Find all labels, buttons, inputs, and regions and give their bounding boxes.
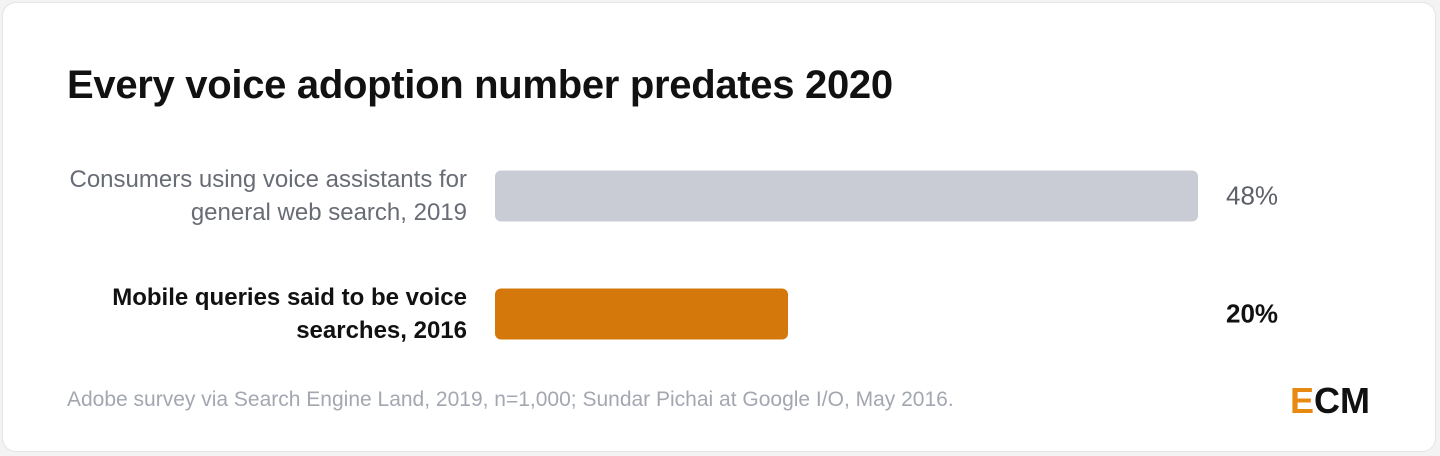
- category-label: Consumers using voice assistants for gen…: [69, 166, 468, 226]
- bar: [495, 288, 788, 340]
- value-label: 20%: [1226, 298, 1279, 329]
- value-label: 48%: [1226, 180, 1279, 211]
- category-label: Mobile queries said to be voice searches…: [112, 284, 467, 344]
- chart-title: Every voice adoption number predates 202…: [67, 63, 893, 107]
- logo: ECM: [1290, 380, 1371, 421]
- source-note: Adobe survey via Search Engine Land, 201…: [67, 388, 954, 411]
- bar: [495, 170, 1198, 222]
